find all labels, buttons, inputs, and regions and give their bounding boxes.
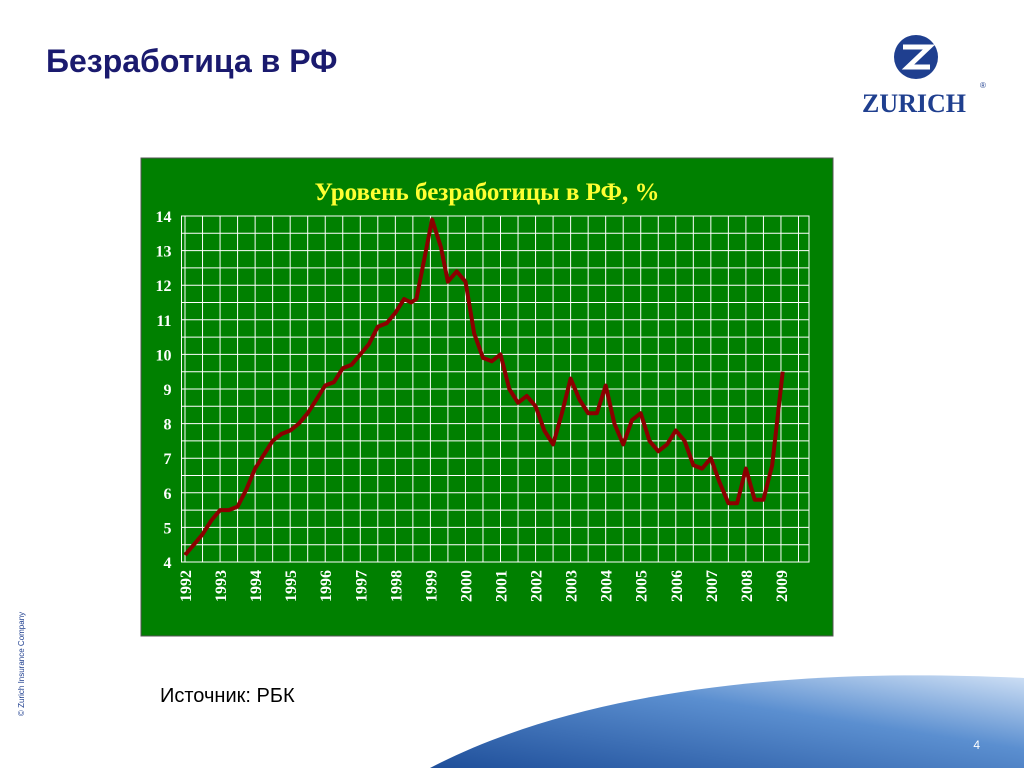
logo-text: ZURICH	[862, 89, 966, 118]
x-tick-label: 2006	[669, 570, 686, 602]
chart-background	[140, 157, 834, 637]
logo-z	[901, 44, 936, 70]
y-tick-label: 13	[156, 244, 172, 261]
slide-title: Безработица в РФ	[46, 43, 337, 79]
y-tick-label: 14	[156, 209, 172, 226]
y-tick-label: 5	[164, 520, 172, 537]
y-tick-label: 7	[164, 451, 172, 468]
page-number: 4	[973, 738, 980, 752]
x-tick-label: 1998	[388, 570, 405, 602]
x-tick-label: 2004	[599, 570, 616, 602]
y-tick-label: 8	[164, 417, 172, 434]
y-tick-label: 4	[164, 555, 172, 572]
y-tick-label: 6	[164, 486, 172, 503]
source: Источник: РБК	[160, 685, 295, 707]
plot-frame	[181, 215, 810, 563]
x-tick-label: 1993	[213, 570, 230, 602]
x-tick-label: 1997	[353, 570, 370, 602]
y-tick-label: 10	[156, 347, 172, 364]
x-tick-label: 1994	[248, 570, 265, 602]
line	[183, 217, 785, 557]
x-tick-label: 2002	[529, 570, 546, 602]
x-tick-label: 2003	[564, 570, 581, 602]
chart-title: Уровень безработицы в РФ, %	[314, 179, 659, 206]
swoosh	[430, 675, 1024, 768]
y-tick-label: 11	[156, 313, 171, 330]
y-tick-label: 12	[156, 278, 172, 295]
copyright: © Zurich Insurance Company	[17, 612, 26, 716]
x-tick-label: 2000	[458, 570, 475, 602]
chart: Уровень безработицы в РФ, % 4 5 6 7 8 9 10 11 12 1…	[140, 157, 834, 637]
x-tick-label: 2007	[704, 570, 721, 602]
logo: ZURICH ®	[862, 35, 986, 118]
x-tick-label: 2001	[494, 570, 511, 602]
x-tick-label: 2008	[739, 570, 756, 602]
x-tick-label: 1996	[318, 570, 335, 602]
x-tick-label: 2005	[634, 570, 651, 602]
x-tick-label: 1995	[283, 570, 300, 602]
y-tick-label: 9	[164, 382, 172, 399]
x-tick-label: 2009	[774, 570, 791, 602]
logo-mark: ®	[980, 81, 986, 90]
x-tick-label: 1992	[178, 570, 195, 602]
x-tick-label: 1999	[423, 570, 440, 602]
